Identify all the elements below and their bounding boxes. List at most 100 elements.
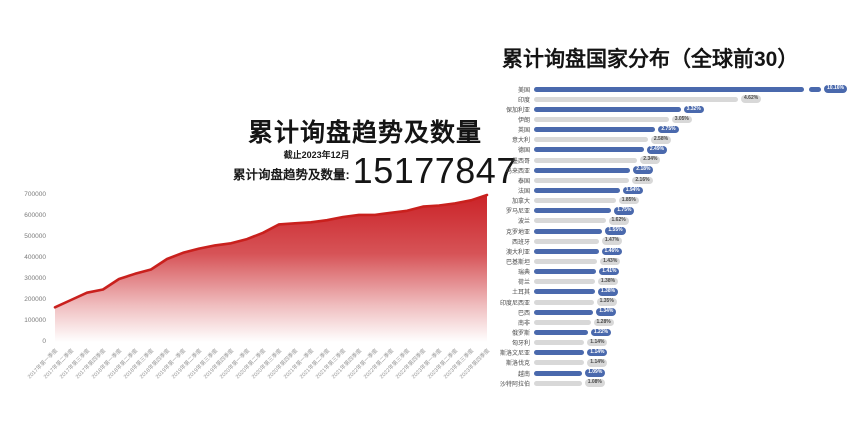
y-axis-tick: 600000 — [24, 212, 46, 219]
y-axis-tick: 100000 — [24, 317, 46, 324]
cumulative-stat: 截止2023年12月 累计询盘趋势及数量: 15177847 — [233, 148, 517, 191]
bar — [534, 157, 638, 163]
value-label: 1.85% — [618, 196, 639, 205]
bar — [534, 299, 594, 305]
bar — [534, 86, 804, 92]
value-label: 1.14% — [587, 348, 608, 357]
bar — [534, 106, 681, 112]
country-label: 保加利亚 — [505, 107, 530, 114]
value-label: 1.38% — [597, 288, 619, 296]
bar-row: 澳大利亚 1.46% — [486, 246, 852, 256]
bar — [534, 177, 630, 183]
bar-row: 罗马尼亚 1.75% — [486, 206, 852, 216]
stat-asof-date: 截止2023年12月 — [283, 150, 350, 160]
bar — [534, 187, 620, 193]
value-label: 3.32% — [683, 105, 704, 114]
bar-row: 波兰 1.62% — [486, 216, 852, 226]
value-label: 1.34% — [596, 308, 617, 316]
bar — [534, 329, 588, 335]
bar — [534, 116, 669, 122]
bar-row: 匈牙利 1.14% — [486, 338, 852, 348]
value-label: 1.14% — [587, 359, 608, 367]
y-axis-tick: 700000 — [24, 191, 46, 198]
country-label: 土耳其 — [511, 290, 530, 297]
bar-row: 印度尼西亚 1.35% — [486, 297, 852, 307]
country-label: 德国 — [517, 148, 530, 155]
country-label: 泰国 — [517, 178, 530, 185]
country-label: 荷兰 — [517, 280, 530, 287]
bar — [534, 137, 648, 143]
bar-row: 斯洛伐克 1.14% — [486, 358, 852, 368]
bar-row: 荷兰 1.38% — [486, 277, 852, 287]
value-label: 1.09% — [585, 369, 606, 377]
bar — [534, 279, 595, 285]
y-axis-tick: 200000 — [24, 296, 46, 303]
bar-row: 泰国 2.16% — [486, 175, 852, 185]
value-label: 1.47% — [601, 237, 623, 245]
y-axis-tick: 500000 — [24, 233, 46, 240]
bar-row: 克罗地亚 1.55% — [486, 226, 852, 236]
bar-row: 西班牙 1.47% — [486, 236, 852, 246]
bar — [534, 370, 583, 376]
country-label: 澳大利亚 — [505, 249, 530, 256]
value-label: 1.46% — [601, 247, 622, 256]
country-label: 巴西 — [517, 310, 530, 317]
area-chart — [53, 193, 489, 342]
stat-value: 15177847 — [352, 149, 517, 191]
value-label: 1.94% — [622, 186, 643, 195]
country-label: 意大利 — [511, 138, 530, 145]
stat-label: 累计询盘趋势及数量: — [233, 168, 350, 182]
bar-row: 巴西 1.34% — [486, 307, 852, 317]
country-label: 墨西哥 — [511, 158, 530, 165]
country-label: 南非 — [517, 320, 530, 327]
bar-row: 南非 1.28% — [486, 317, 852, 327]
bar — [534, 208, 612, 214]
bar-row: 英国 2.75% — [486, 125, 852, 135]
country-label: 美国 — [517, 87, 530, 94]
bar — [534, 319, 591, 325]
value-label: 10.16% — [824, 85, 847, 93]
bar — [534, 258, 598, 264]
y-axis-tick: 0 — [42, 338, 46, 345]
value-label: 1.35% — [596, 298, 617, 306]
country-label: 越南 — [517, 371, 530, 378]
bar — [534, 340, 585, 346]
value-label: 1.14% — [587, 338, 608, 347]
value-label: 2.75% — [658, 125, 679, 134]
bar-row: 巴基斯坦 1.43% — [486, 256, 852, 266]
bar — [534, 248, 599, 254]
value-label: 1.75% — [614, 207, 635, 215]
bar — [534, 269, 597, 275]
bar — [534, 309, 594, 315]
value-label: 1.62% — [608, 217, 629, 225]
bar-row: 斯洛文尼亚 1.14% — [486, 348, 852, 358]
bar-row: 马来西亚 2.18% — [486, 165, 852, 175]
country-label: 匈牙利 — [511, 341, 530, 348]
bar-row: 加拿大 1.85% — [486, 196, 852, 206]
bar — [534, 167, 631, 173]
value-label: 2.49% — [646, 146, 668, 154]
bar-row: 意大利 2.58% — [486, 135, 852, 145]
country-label: 罗马尼亚 — [505, 209, 530, 216]
bar-row: 印度 4.62% — [486, 94, 852, 104]
value-label: 2.16% — [632, 176, 653, 185]
bar-row: 瑞典 1.41% — [486, 267, 852, 277]
value-label: 1.08% — [584, 379, 605, 387]
area-chart-title: 累计询盘趋势及数量 — [247, 118, 482, 147]
country-label: 法国 — [517, 188, 530, 195]
country-label: 克罗地亚 — [505, 229, 530, 236]
bar-row: 德国 2.49% — [486, 145, 852, 155]
bar-row: 美国 10.16% — [486, 84, 852, 94]
bar-row: 保加利亚 3.32% — [486, 104, 852, 114]
bar — [534, 218, 606, 224]
country-label: 斯洛伐克 — [505, 361, 530, 368]
bar-row: 法国 1.94% — [486, 185, 852, 195]
bar — [534, 360, 585, 366]
bar — [534, 238, 599, 244]
country-label: 伊朗 — [517, 117, 530, 124]
bar-row: 伊朗 3.05% — [486, 114, 852, 124]
bar — [534, 127, 656, 133]
value-label: 1.22% — [590, 328, 612, 337]
country-label: 加拿大 — [511, 199, 530, 206]
value-label: 2.18% — [633, 166, 654, 174]
